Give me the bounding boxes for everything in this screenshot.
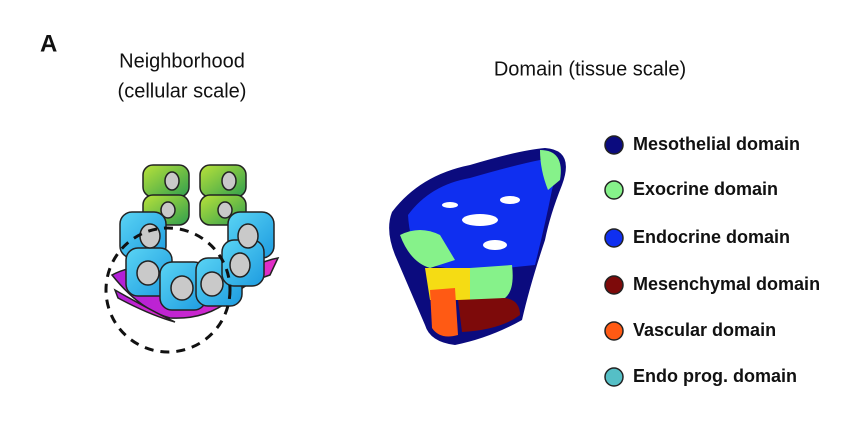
legend-swatch [604,321,624,341]
legend-swatch [604,135,624,155]
neighborhood-title: Neighborhood [119,50,245,72]
cell-illustration [104,164,280,354]
legend-swatch [604,275,624,295]
legend-label: Endocrine domain [633,227,790,247]
legend-label: Exocrine domain [633,179,778,199]
legend-swatch [604,180,624,200]
legend-label: Mesenchymal domain [633,274,820,294]
legend-label: Endo prog. domain [633,366,797,386]
legend-swatch [604,367,624,387]
tissue-domain-map [389,148,566,345]
legend-label: Vascular domain [633,320,776,340]
panel-label: A [40,30,57,57]
domain-title: Domain (tissue scale) [494,58,686,80]
legend-label: Mesothelial domain [633,134,800,154]
legend: Mesothelial domain Exocrine domain Endocri… [604,134,820,387]
legend-swatch [604,228,624,248]
neighborhood-subtitle: (cellular scale) [118,80,247,102]
